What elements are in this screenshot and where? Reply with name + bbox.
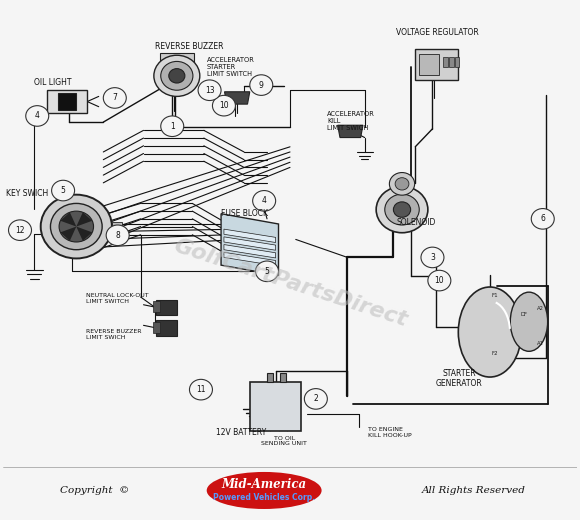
Circle shape [26,106,49,126]
Text: DF: DF [521,311,528,317]
FancyBboxPatch shape [112,223,122,231]
FancyBboxPatch shape [455,57,459,67]
Circle shape [256,261,278,282]
Text: NEUTRAL LOCK-OUT
LIMIT SWITCH: NEUTRAL LOCK-OUT LIMIT SWITCH [86,293,148,304]
FancyBboxPatch shape [47,90,87,113]
Circle shape [52,180,75,201]
Polygon shape [224,229,276,242]
Circle shape [161,61,193,90]
FancyBboxPatch shape [156,320,177,335]
Circle shape [212,95,235,116]
Text: TO ENGINE
KILL HOOK-UP: TO ENGINE KILL HOOK-UP [368,427,411,438]
FancyBboxPatch shape [160,53,194,64]
Circle shape [9,220,31,240]
Text: 6: 6 [541,214,545,224]
Text: GolfCartPartsDirect: GolfCartPartsDirect [171,236,409,330]
Text: 5: 5 [264,267,270,276]
Text: OIL LIGHT: OIL LIGHT [34,78,72,87]
Polygon shape [221,214,278,276]
Text: REVERSE BUZZER
LIMIT SWICH: REVERSE BUZZER LIMIT SWICH [86,329,142,340]
Polygon shape [224,237,276,250]
Circle shape [154,55,200,96]
Text: TO OIL
SENDING UNIT: TO OIL SENDING UNIT [262,436,307,447]
Text: REVERSE BUZZER: REVERSE BUZZER [155,42,223,51]
Circle shape [304,388,327,409]
Ellipse shape [206,472,321,509]
Text: KEY SWICH: KEY SWICH [6,189,48,198]
Text: SOLENOID: SOLENOID [396,218,436,227]
Polygon shape [60,212,77,227]
FancyBboxPatch shape [156,300,177,315]
Circle shape [393,202,411,217]
Circle shape [190,380,212,400]
FancyBboxPatch shape [419,54,440,75]
Circle shape [385,194,419,225]
Circle shape [50,203,102,250]
FancyBboxPatch shape [280,373,286,382]
Text: 1: 1 [170,122,175,131]
Text: 12V BATTERY: 12V BATTERY [216,428,266,437]
Text: 12: 12 [15,226,25,235]
Circle shape [161,116,184,137]
Circle shape [531,209,554,229]
Text: 10: 10 [434,276,444,285]
Circle shape [198,80,221,100]
Circle shape [376,187,428,233]
Circle shape [59,211,93,242]
Text: ACCELERATOR
STARTER
LIMIT SWITCH: ACCELERATOR STARTER LIMIT SWITCH [206,57,255,77]
Text: ACCELERATOR
KILL
LIMIT SWICH: ACCELERATOR KILL LIMIT SWICH [327,111,375,131]
Text: F1: F1 [491,293,498,298]
Polygon shape [77,227,92,241]
FancyBboxPatch shape [449,57,454,67]
Polygon shape [224,244,276,258]
Polygon shape [224,252,276,266]
Polygon shape [338,125,363,138]
Text: Powered Vehicles Corp.: Powered Vehicles Corp. [213,493,315,502]
Text: Copyright  ©: Copyright © [60,486,129,495]
Text: 3: 3 [430,253,435,262]
FancyBboxPatch shape [59,93,76,110]
Circle shape [103,88,126,108]
Text: A2: A2 [537,306,544,311]
Text: 2: 2 [313,394,318,404]
Ellipse shape [458,287,521,377]
FancyBboxPatch shape [250,382,302,431]
Circle shape [253,190,276,211]
FancyBboxPatch shape [267,373,273,382]
Polygon shape [77,212,92,227]
FancyBboxPatch shape [153,322,160,333]
Text: Mid-America: Mid-America [222,478,307,491]
Text: 4: 4 [35,111,39,121]
Text: 13: 13 [205,86,215,95]
Circle shape [395,178,409,190]
Text: 5: 5 [61,186,66,195]
Circle shape [169,69,185,83]
Text: VOLTAGE REGULATOR: VOLTAGE REGULATOR [396,28,479,37]
Text: 7: 7 [113,94,117,102]
Text: 4: 4 [262,197,267,205]
Text: F2: F2 [491,351,498,356]
Circle shape [250,75,273,95]
Text: 11: 11 [196,385,206,394]
Polygon shape [60,227,77,241]
Text: All Rights Reserved: All Rights Reserved [422,486,526,495]
Text: 9: 9 [259,81,264,89]
Text: 10: 10 [219,101,229,110]
Ellipse shape [510,292,548,352]
Circle shape [41,194,112,258]
Circle shape [428,270,451,291]
Text: A1: A1 [537,341,544,346]
Text: STARTER
GENERATOR: STARTER GENERATOR [436,369,483,388]
FancyBboxPatch shape [415,49,458,80]
Text: 8: 8 [115,231,120,240]
Circle shape [421,247,444,268]
Text: FUSE BLOCK: FUSE BLOCK [221,209,268,218]
Circle shape [389,173,415,195]
FancyBboxPatch shape [443,57,448,67]
Circle shape [106,225,129,245]
FancyBboxPatch shape [153,301,160,313]
Polygon shape [224,92,250,104]
